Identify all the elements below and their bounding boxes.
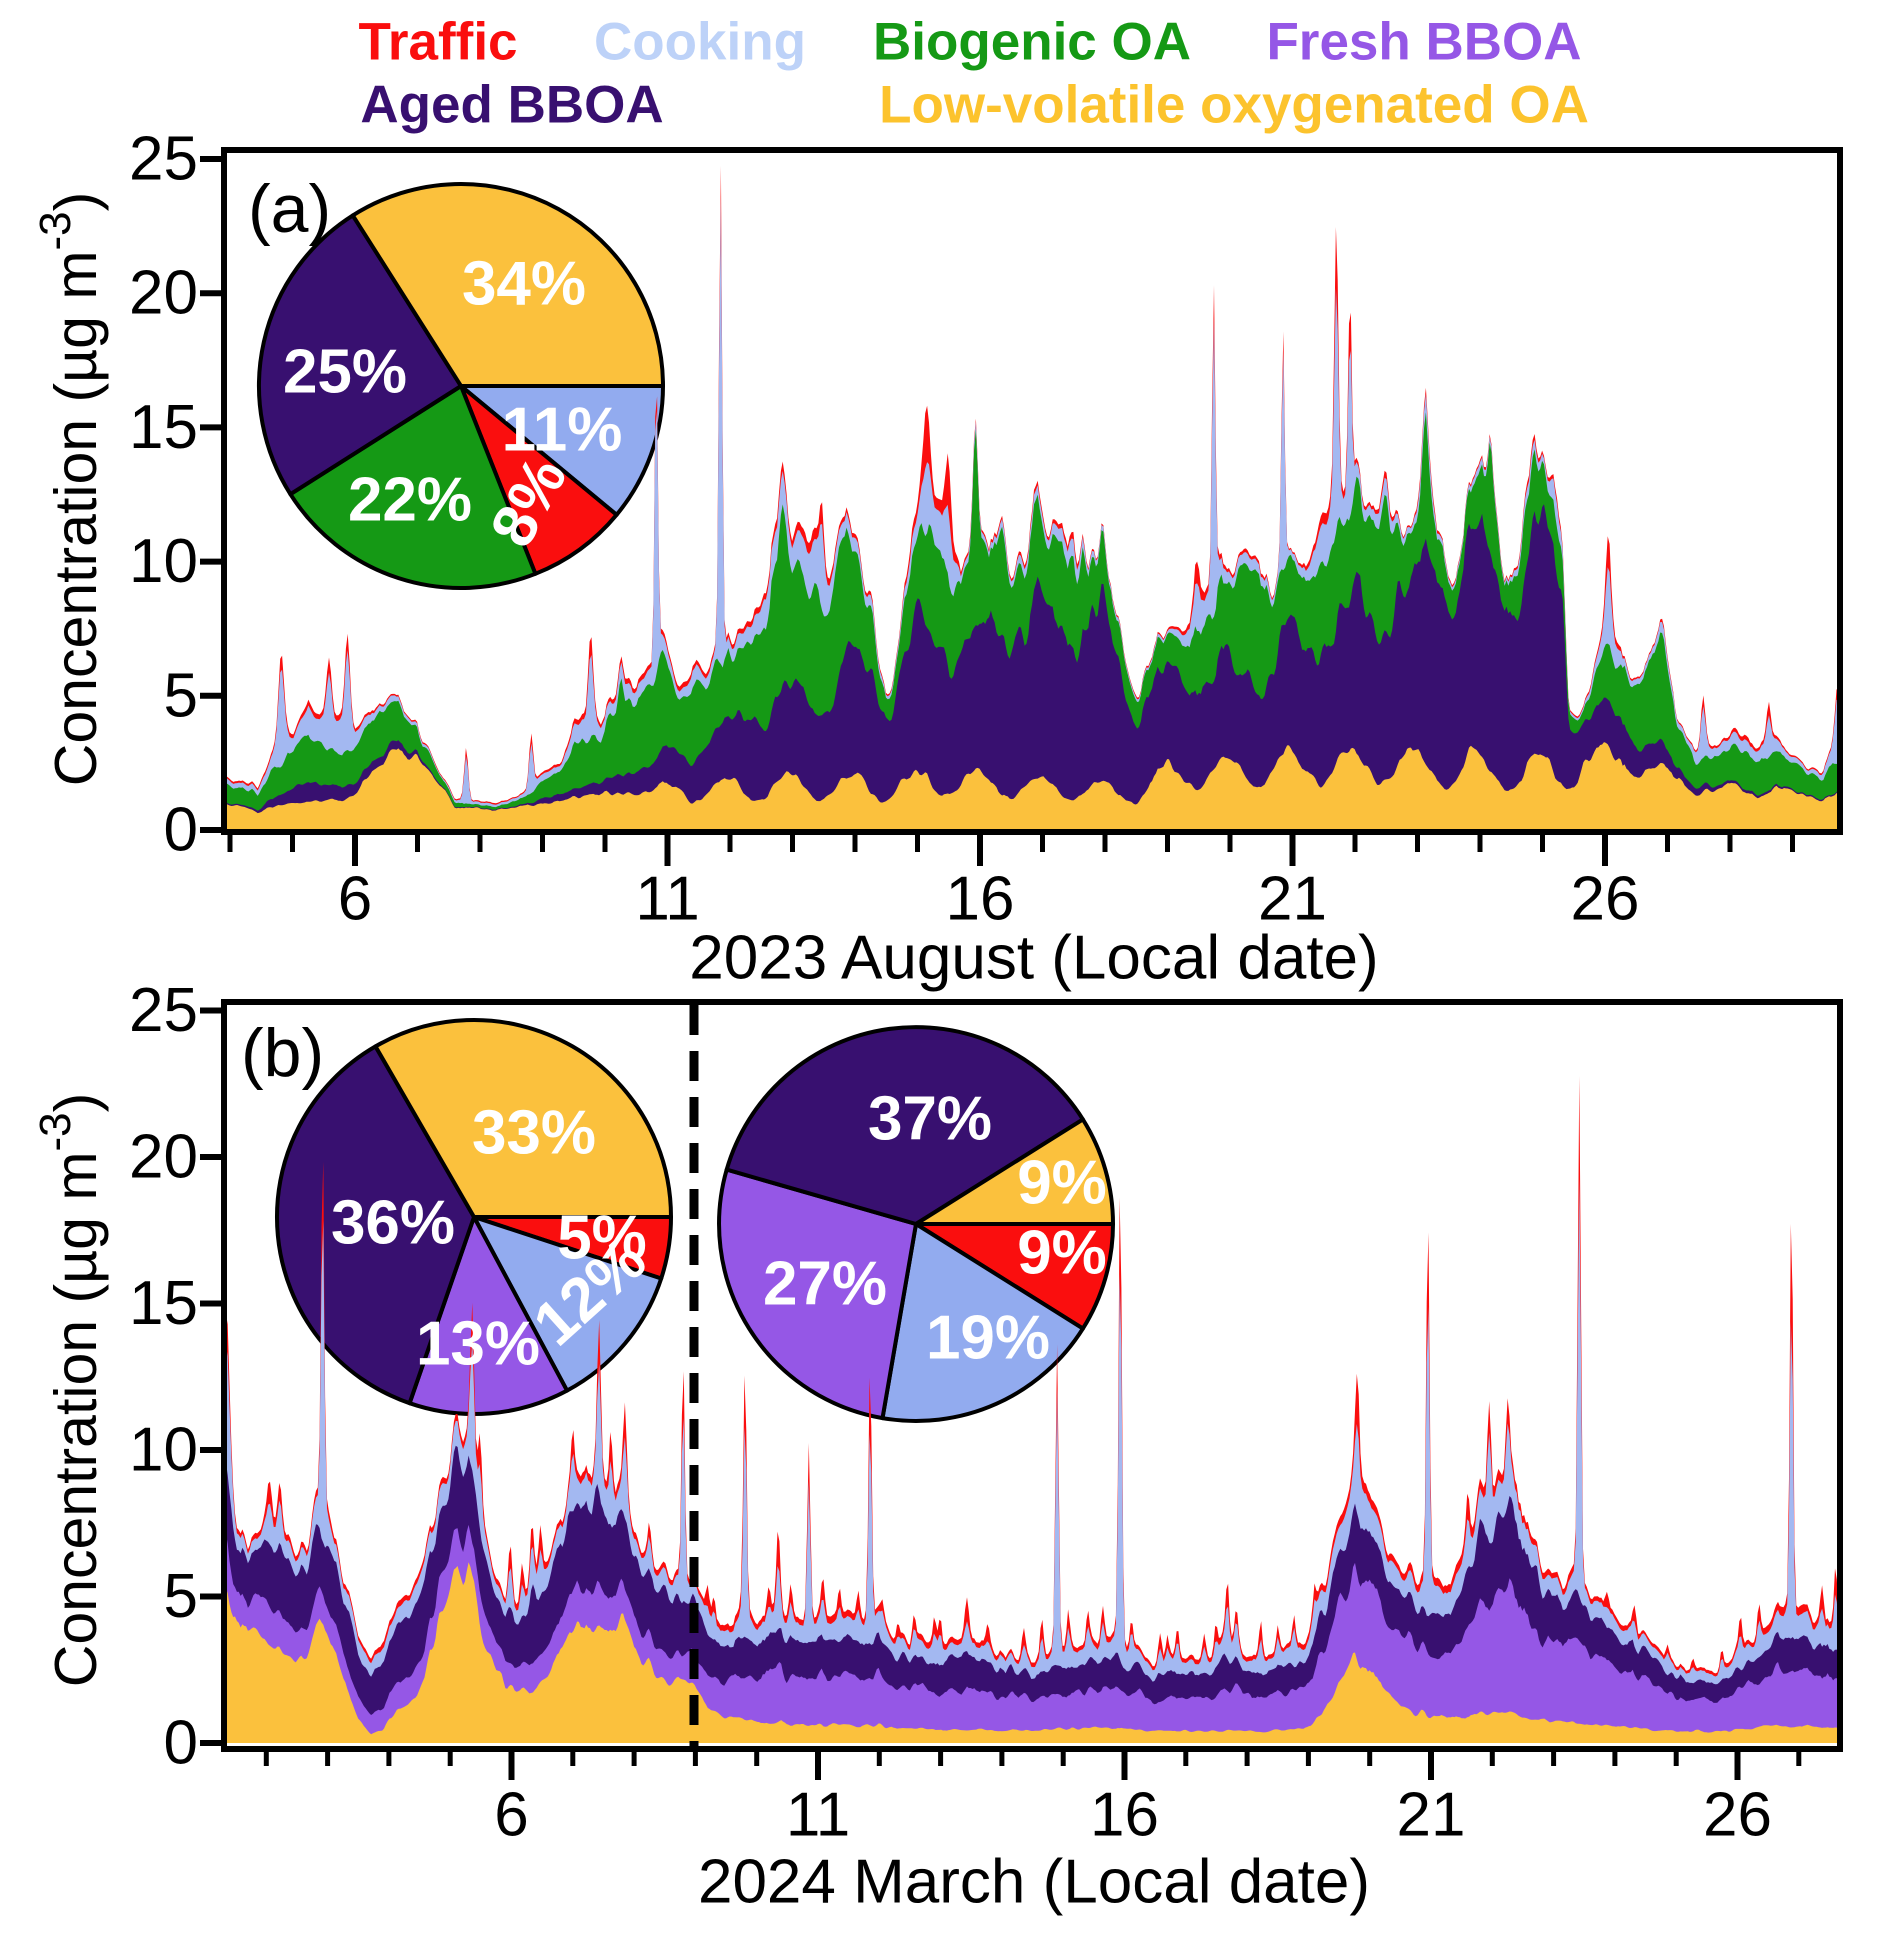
svg-text:(a): (a) [248,171,331,247]
svg-text:33%: 33% [472,1099,596,1168]
svg-text:9%: 9% [1017,1219,1107,1288]
svg-text:21: 21 [1397,1781,1466,1850]
svg-text:Aged BBOA: Aged BBOA [360,76,663,135]
svg-text:10: 10 [129,1416,198,1485]
svg-text:10: 10 [129,527,198,596]
svg-text:Biogenic OA: Biogenic OA [873,13,1191,72]
svg-text:20: 20 [129,1123,198,1192]
svg-text:6: 6 [338,865,372,934]
svg-text:9%: 9% [1017,1149,1107,1218]
svg-text:5: 5 [164,1562,198,1631]
svg-text:11: 11 [786,1781,850,1850]
svg-text:27%: 27% [763,1250,887,1319]
svg-text:Concentration (µg m-3): Concentration (µg m-3) [31,1093,110,1688]
svg-text:(b): (b) [241,1015,324,1091]
svg-text:5: 5 [164,661,198,730]
svg-text:20: 20 [129,259,198,328]
svg-text:25: 25 [129,976,198,1045]
svg-text:Fresh BBOA: Fresh BBOA [1266,13,1581,72]
svg-text:5%: 5% [557,1204,647,1273]
svg-text:Cooking: Cooking [594,13,806,72]
svg-text:21: 21 [1258,865,1327,934]
svg-text:15: 15 [129,1269,198,1338]
svg-text:Low-volatile oxygenated OA: Low-volatile oxygenated OA [879,76,1589,135]
svg-text:34%: 34% [462,250,586,319]
svg-text:16: 16 [946,865,1015,934]
svg-text:13%: 13% [416,1310,540,1379]
svg-text:25%: 25% [283,338,407,407]
svg-text:16: 16 [1090,1781,1159,1850]
svg-text:2023 August (Local date): 2023 August (Local date) [689,924,1378,993]
svg-text:0: 0 [164,1709,198,1778]
svg-text:2024 March (Local date): 2024 March (Local date) [698,1848,1370,1917]
svg-text:26: 26 [1703,1781,1772,1850]
svg-text:11%: 11% [502,396,623,465]
svg-text:37%: 37% [868,1085,992,1154]
svg-text:19%: 19% [926,1304,1050,1373]
svg-text:25: 25 [129,125,198,194]
svg-text:Concentration (µg m-3): Concentration (µg m-3) [31,192,110,787]
svg-text:6: 6 [494,1781,528,1850]
svg-text:26: 26 [1571,865,1640,934]
svg-text:22%: 22% [348,466,472,535]
svg-text:11: 11 [635,865,699,934]
svg-text:36%: 36% [331,1189,455,1258]
svg-text:Traffic: Traffic [358,13,517,72]
svg-text:15: 15 [129,393,198,462]
svg-text:0: 0 [164,796,198,865]
